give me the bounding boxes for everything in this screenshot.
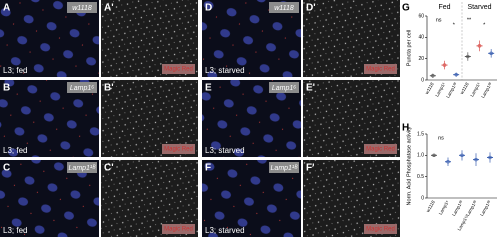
mean-dot [477,44,482,48]
y-axis-label: Norm. Acid Phosphatase activity [406,126,412,205]
x-tick-label: Lamp1¹ᴮ [479,199,492,216]
genotype-label: w1118 [274,5,294,12]
panel-letter: F' [306,163,315,174]
panel-letter: F [205,163,211,174]
condition-label: L3; starved [205,146,245,155]
panel-letter: A' [104,3,114,14]
y-tick-label: 40 [418,35,424,41]
chart-letter: H [402,123,409,134]
x-tick-label: Lamp1⁶ [434,81,446,97]
panel-letter: A [3,3,10,14]
y-tick-label: 0 [421,77,424,83]
stain-label: Magic Red [366,67,395,73]
panel-letter: D [205,3,212,14]
panel-letter: D' [306,3,316,14]
x-tick-label: Lamp1⁶ [469,81,481,97]
genotype-box [67,162,97,173]
panel-letter: B [3,83,10,94]
stain-box [364,64,397,74]
genotype-box [269,162,299,173]
group-label: Fed [438,4,450,11]
x-tick-label: w1118 [424,81,435,95]
panel-letter: C' [104,163,114,174]
y-tick-label: 1.5 [417,131,424,137]
genotype-label: Lamp1⁶ [272,85,296,92]
condition-label: L3; starved [205,66,245,75]
x-tick-label: w1118 [425,199,436,213]
group-label: Starved [467,4,491,11]
stain-label: Magic Red [164,147,193,153]
mean-dot [489,51,493,56]
stain-label: Magic Red [366,227,395,233]
stain-box [364,144,397,154]
significance-label: ns [436,17,442,23]
panel-letter: E [205,83,212,94]
x-tick-label: Lamp1¹ᴮ [445,81,458,98]
y-tick-label: 20 [418,56,424,62]
mean-dot [474,157,478,162]
x-tick-label: w1118 [459,81,470,95]
mean-dot [466,54,470,59]
mean-dot [454,72,458,77]
y-tick-label: 1.0 [417,153,424,159]
stain-label: Magic Red [366,147,395,153]
y-tick-label: 0.5 [417,174,424,180]
significance-label: ** [467,17,472,23]
stain-box [162,144,195,154]
panel-letter: E' [306,83,315,94]
condition-label: L3; fed [3,226,27,235]
significance-label: * [483,22,486,28]
y-tick-label: 0 [421,195,424,201]
genotype-label: Lamp1⁶ [70,85,94,92]
chart-letter: G [402,3,410,14]
stain-box [162,224,195,234]
mean-dot [460,153,464,158]
mean-dot [431,74,435,78]
mean-dot [432,153,436,158]
mean-dot [446,160,450,164]
condition-label: L3; fed [3,66,27,75]
genotype-label: w1118 [72,5,92,12]
mean-dot [442,63,447,67]
significance-label: ns [438,135,444,141]
condition-label: L3; starved [205,226,245,235]
significance-label: * [453,22,456,28]
condition-label: L3; fed [3,146,27,155]
stain-label: Magic Red [164,67,193,73]
x-tick-label: Lamp1¹ᴮ [451,199,464,216]
genotype-box [269,2,299,13]
x-tick-label: Lamp1⁶ [438,199,450,215]
panel-letter: C [3,163,10,174]
stain-box [162,64,195,74]
panel-letter: B' [104,83,114,94]
stain-box [364,224,397,234]
genotype-box [269,82,299,93]
genotype-label: Lamp1¹ᴮ [271,165,299,172]
mean-dot [488,155,492,160]
y-axis-label: Puncta per cell [406,30,412,66]
genotype-box [67,2,97,13]
stain-label: Magic Red [164,227,193,233]
genotype-label: Lamp1¹ᴮ [69,165,97,172]
x-tick-label: Lamp1¹ᴮ [480,81,493,98]
genotype-box [67,82,97,93]
y-tick-label: 60 [418,13,424,19]
